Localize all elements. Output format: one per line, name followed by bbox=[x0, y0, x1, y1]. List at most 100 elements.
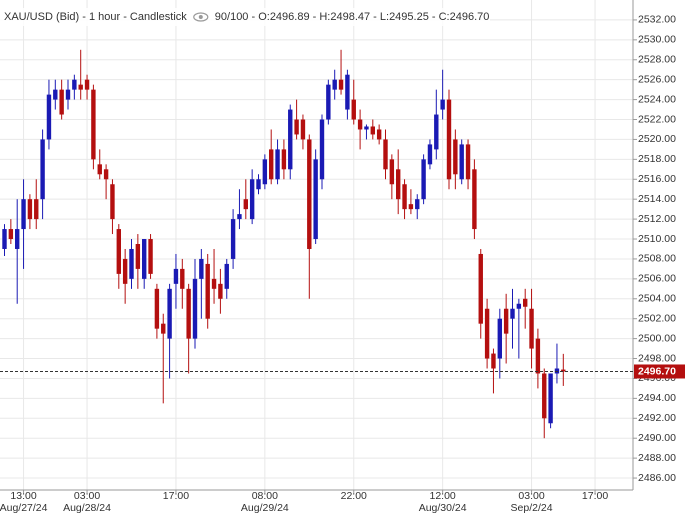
candle-body bbox=[21, 199, 26, 230]
y-tick-label: 2494.00 bbox=[638, 392, 676, 404]
x-tick-label: 17:00 bbox=[163, 490, 189, 502]
x-tick-label: 03:00 bbox=[518, 490, 544, 502]
y-tick-label: 2530.00 bbox=[638, 34, 676, 46]
candle-body bbox=[53, 89, 58, 100]
candle-body bbox=[161, 323, 166, 334]
candle-body bbox=[396, 169, 401, 200]
candle-body bbox=[91, 89, 96, 160]
candle-body bbox=[389, 159, 395, 185]
candle-body bbox=[357, 119, 363, 130]
candle-body bbox=[510, 308, 515, 319]
candle-body bbox=[256, 179, 261, 190]
candle-body bbox=[484, 308, 490, 359]
x-date-label: Aug/28/24 bbox=[63, 502, 111, 513]
candle-body bbox=[103, 169, 109, 180]
candle-body bbox=[529, 308, 534, 349]
y-tick-label: 2518.00 bbox=[638, 153, 676, 165]
x-tick-label: 12:00 bbox=[430, 490, 456, 502]
candle-body bbox=[300, 119, 306, 140]
candle-body bbox=[364, 126, 369, 130]
candle-body bbox=[434, 114, 439, 150]
candle-body bbox=[561, 369, 566, 372]
y-tick-label: 2520.00 bbox=[638, 133, 676, 145]
candle-body bbox=[186, 288, 191, 339]
y-tick-label: 2504.00 bbox=[638, 293, 676, 305]
candle-body bbox=[224, 263, 229, 289]
candle-body bbox=[230, 219, 236, 259]
candle-body bbox=[281, 149, 287, 170]
chart-subtitle: 90/100 - O:2496.89 - H:2498.47 - L:2495.… bbox=[215, 11, 490, 23]
candle-body bbox=[2, 229, 7, 249]
y-tick-label: 2492.00 bbox=[638, 412, 676, 424]
candle-body bbox=[548, 373, 553, 424]
candle-body bbox=[288, 109, 293, 170]
y-tick-label: 2514.00 bbox=[638, 193, 676, 205]
candle-body bbox=[72, 79, 77, 90]
candle-body bbox=[497, 318, 502, 359]
y-tick-label: 2516.00 bbox=[638, 173, 676, 185]
y-tick-label: 2486.00 bbox=[638, 472, 676, 484]
x-tick-label: 22:00 bbox=[341, 490, 367, 502]
y-tick-label: 2508.00 bbox=[638, 253, 676, 265]
visibility-icon[interactable] bbox=[193, 12, 209, 22]
candle-body bbox=[408, 204, 414, 210]
candle-body bbox=[135, 244, 141, 269]
candle-body bbox=[516, 303, 522, 309]
x-tick-label: 17:00 bbox=[582, 490, 608, 502]
y-tick-label: 2526.00 bbox=[638, 73, 676, 85]
y-tick-label: 2500.00 bbox=[638, 332, 676, 344]
candle-body bbox=[59, 89, 64, 115]
candle-body bbox=[142, 239, 147, 279]
x-date-label: Aug/29/24 bbox=[241, 502, 289, 513]
x-date-label: Aug/30/24 bbox=[419, 502, 467, 513]
candle-body bbox=[459, 144, 464, 180]
candle-body bbox=[8, 229, 14, 240]
candle-body bbox=[129, 248, 134, 279]
candle-body bbox=[370, 126, 375, 135]
candle-body bbox=[402, 184, 407, 210]
candle-body bbox=[478, 253, 483, 324]
y-tick-label: 2528.00 bbox=[638, 54, 676, 66]
candle-body bbox=[269, 149, 274, 180]
y-tick-label: 2524.00 bbox=[638, 93, 676, 105]
candle-body bbox=[262, 159, 268, 185]
y-tick-label: 2522.00 bbox=[638, 113, 676, 125]
candle-body bbox=[542, 373, 547, 419]
candle-body bbox=[243, 199, 248, 210]
candle-body bbox=[167, 288, 172, 339]
candle-body bbox=[249, 179, 255, 220]
candle-body bbox=[319, 119, 325, 180]
candle-body bbox=[383, 139, 388, 170]
candle-body bbox=[205, 263, 210, 319]
candle-body bbox=[491, 353, 496, 369]
candle-body bbox=[116, 229, 121, 274]
candle-body bbox=[503, 308, 509, 334]
candle-body bbox=[218, 283, 223, 299]
header-bg bbox=[0, 8, 490, 26]
candle-body bbox=[446, 99, 452, 180]
candle-body bbox=[332, 79, 337, 90]
candle-body bbox=[535, 338, 541, 374]
x-date-label: Aug/27/24 bbox=[0, 502, 48, 513]
y-tick-label: 2506.00 bbox=[638, 273, 676, 285]
y-tick-label: 2532.00 bbox=[638, 14, 676, 26]
candle-body bbox=[34, 199, 39, 220]
y-tick-label: 2502.00 bbox=[638, 312, 676, 324]
candle-body bbox=[326, 84, 331, 120]
y-tick-label: 2488.00 bbox=[638, 452, 676, 464]
plot-area bbox=[0, 0, 633, 490]
x-date-label: Sep/2/24 bbox=[511, 502, 553, 513]
candle-body bbox=[465, 144, 471, 180]
x-tick-label: 13:00 bbox=[10, 490, 36, 502]
candle-body bbox=[65, 89, 71, 100]
candle-body bbox=[421, 159, 426, 200]
candle-body bbox=[415, 199, 420, 210]
candle-body bbox=[173, 268, 179, 284]
candle-body bbox=[313, 159, 318, 240]
candle-body bbox=[180, 268, 185, 289]
y-tick-label: 2498.00 bbox=[638, 352, 676, 364]
candle-body bbox=[427, 144, 433, 165]
candle-body bbox=[440, 99, 445, 110]
candle-body bbox=[351, 99, 356, 120]
candle-body bbox=[294, 119, 299, 135]
